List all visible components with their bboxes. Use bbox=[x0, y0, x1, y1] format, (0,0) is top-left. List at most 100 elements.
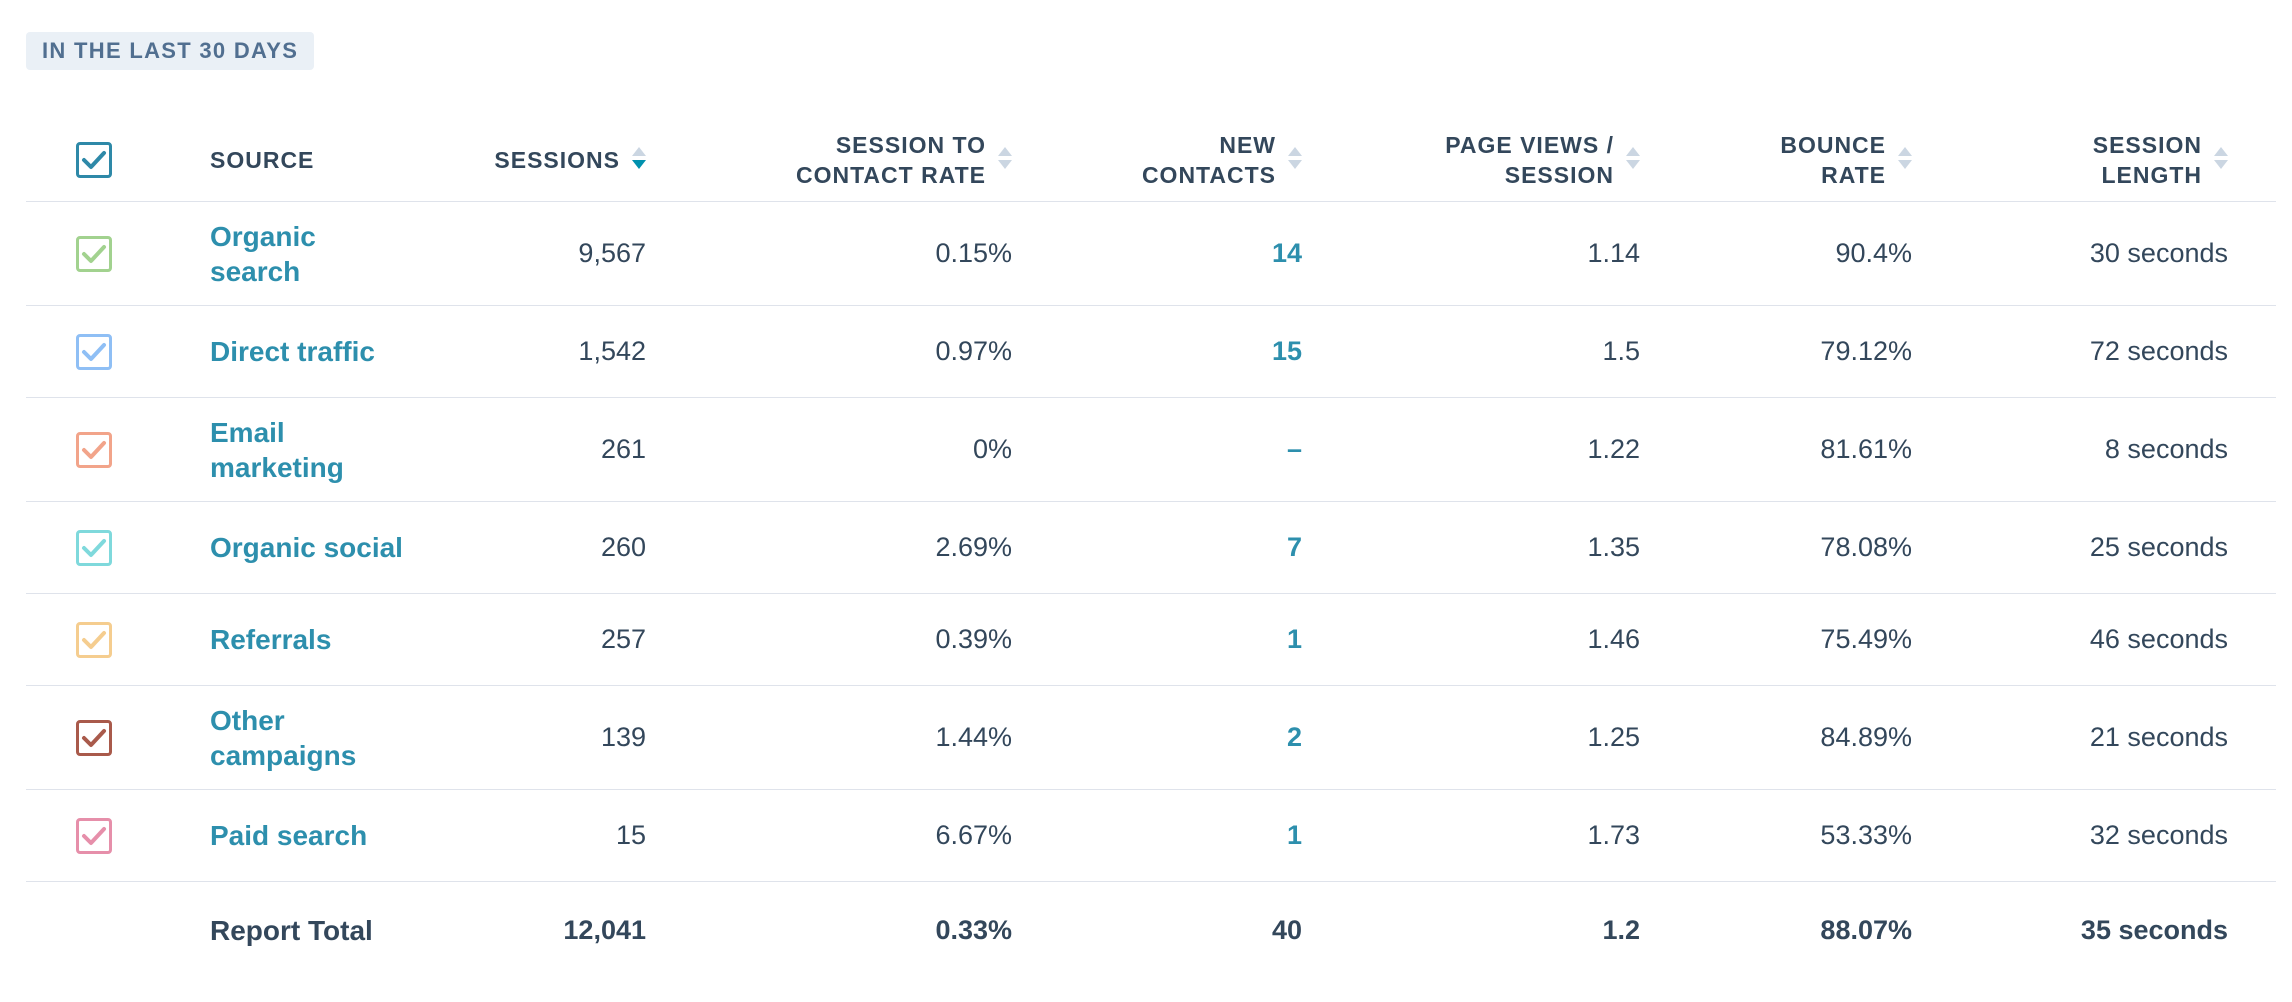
sort-icon bbox=[2214, 146, 2228, 169]
page-views-per-session-cell: 1.5 bbox=[1302, 305, 1640, 398]
checkmark-icon bbox=[82, 244, 106, 263]
total-sessions-cell: 12,041 bbox=[563, 915, 646, 945]
total-session-to-contact-rate-cell: 0.33% bbox=[935, 915, 1012, 945]
column-header-page-views-line1: PAGE VIEWS / bbox=[1445, 131, 1614, 158]
source-label-line1: Other bbox=[210, 704, 285, 736]
sort-icon bbox=[1288, 146, 1302, 169]
column-header-page-views-per-session[interactable]: PAGE VIEWS / SESSION bbox=[1302, 118, 1640, 202]
bounce-rate-cell: 75.49% bbox=[1640, 593, 1912, 686]
row-checkbox[interactable] bbox=[76, 621, 112, 658]
column-header-sessions-label: SESSIONS bbox=[494, 146, 620, 173]
source-link[interactable]: Email marketing bbox=[210, 415, 344, 485]
source-label-line1: Organic bbox=[210, 220, 316, 252]
source-label-line1: Email bbox=[210, 416, 285, 448]
sort-icon bbox=[998, 146, 1012, 169]
sessions-cell: 139 bbox=[420, 685, 646, 790]
column-header-source: SOURCE bbox=[210, 118, 420, 202]
checkmark-icon bbox=[82, 440, 106, 459]
bounce-rate-cell: 90.4% bbox=[1640, 201, 1912, 306]
bounce-rate-cell: 79.12% bbox=[1640, 305, 1912, 398]
session-to-contact-rate-cell: 0.97% bbox=[646, 305, 1012, 398]
checkmark-icon bbox=[82, 150, 106, 169]
new-contacts-link[interactable]: – bbox=[1286, 434, 1302, 464]
table-row: Other campaigns 139 1.44% 2 1.25 84.89% … bbox=[26, 685, 2276, 790]
new-contacts-link[interactable]: 1 bbox=[1286, 820, 1302, 850]
report-total-label: Report Total bbox=[210, 914, 373, 946]
source-label-line2: campaigns bbox=[210, 739, 357, 771]
source-label: Paid search bbox=[210, 820, 368, 851]
new-contacts-link[interactable]: 14 bbox=[1271, 238, 1302, 268]
source-link[interactable]: Organic search bbox=[210, 219, 316, 289]
source-link[interactable]: Other campaigns bbox=[210, 703, 356, 773]
row-checkbox[interactable] bbox=[76, 235, 112, 272]
date-range-badge: IN THE LAST 30 DAYS bbox=[26, 32, 315, 70]
column-header-session-length-line1: SESSION bbox=[2092, 131, 2202, 158]
session-length-cell: 46 seconds bbox=[1912, 593, 2276, 686]
new-contacts-link[interactable]: 1 bbox=[1286, 624, 1302, 654]
table-row: Direct traffic 1,542 0.97% 15 1.5 79.12%… bbox=[26, 305, 2276, 398]
session-to-contact-rate-cell: 0.39% bbox=[646, 593, 1012, 686]
checkmark-icon bbox=[82, 342, 106, 361]
bounce-rate-cell: 81.61% bbox=[1640, 397, 1912, 502]
new-contacts-link[interactable]: 7 bbox=[1286, 532, 1302, 562]
source-link[interactable]: Organic social bbox=[210, 530, 403, 565]
page-views-per-session-cell: 1.22 bbox=[1302, 397, 1640, 502]
source-link[interactable]: Direct traffic bbox=[210, 334, 375, 369]
source-link[interactable]: Paid search bbox=[210, 818, 367, 853]
checkmark-icon bbox=[82, 538, 106, 557]
table-header-row: SOURCE SESSIONS SESSION TO CONTACT RATE bbox=[26, 118, 2276, 202]
select-all-header bbox=[26, 118, 210, 202]
column-header-session-to-contact-rate-line2: CONTACT RATE bbox=[795, 161, 986, 188]
session-to-contact-rate-cell: 6.67% bbox=[646, 789, 1012, 882]
table-row: Organic social 260 2.69% 7 1.35 78.08% 2… bbox=[26, 501, 2276, 594]
table-row: Email marketing 261 0% – 1.22 81.61% 8 s… bbox=[26, 397, 2276, 502]
page-views-per-session-cell: 1.46 bbox=[1302, 593, 1640, 686]
session-length-cell: 30 seconds bbox=[1912, 201, 2276, 306]
session-length-cell: 21 seconds bbox=[1912, 685, 2276, 790]
table-row: Referrals 257 0.39% 1 1.46 75.49% 46 sec… bbox=[26, 593, 2276, 686]
column-header-session-length[interactable]: SESSION LENGTH bbox=[1912, 118, 2276, 202]
bounce-rate-cell: 53.33% bbox=[1640, 789, 1912, 882]
page-views-per-session-cell: 1.25 bbox=[1302, 685, 1640, 790]
page-views-per-session-cell: 1.35 bbox=[1302, 501, 1640, 594]
source-label: Direct traffic bbox=[210, 336, 375, 367]
session-to-contact-rate-cell: 0% bbox=[646, 397, 1012, 502]
row-checkbox[interactable] bbox=[76, 817, 112, 854]
sessions-cell: 260 bbox=[420, 501, 646, 594]
source-label-line2: search bbox=[210, 255, 301, 287]
column-header-session-to-contact-rate[interactable]: SESSION TO CONTACT RATE bbox=[646, 118, 1012, 202]
row-checkbox[interactable] bbox=[76, 333, 112, 370]
new-contacts-link[interactable]: 2 bbox=[1286, 722, 1302, 752]
select-all-checkbox[interactable] bbox=[76, 141, 112, 178]
sessions-cell: 15 bbox=[420, 789, 646, 882]
source-link[interactable]: Referrals bbox=[210, 622, 331, 657]
sessions-cell: 1,542 bbox=[420, 305, 646, 398]
checkmark-icon bbox=[82, 728, 106, 747]
report-total-row: Report Total 12,041 0.33% 40 1.2 88.07% … bbox=[26, 882, 2276, 980]
column-header-sessions[interactable]: SESSIONS bbox=[420, 118, 646, 202]
column-header-new-contacts[interactable]: NEW CONTACTS bbox=[1012, 118, 1302, 202]
column-header-bounce-rate[interactable]: BOUNCE RATE bbox=[1640, 118, 1912, 202]
sort-descending-icon bbox=[632, 146, 646, 169]
total-new-contacts-cell: 40 bbox=[1271, 915, 1302, 945]
bounce-rate-cell: 84.89% bbox=[1640, 685, 1912, 790]
session-length-cell: 72 seconds bbox=[1912, 305, 2276, 398]
source-label: Organic social bbox=[210, 532, 403, 563]
session-to-contact-rate-cell: 0.15% bbox=[646, 201, 1012, 306]
row-checkbox[interactable] bbox=[76, 529, 112, 566]
total-page-views-per-session-cell: 1.2 bbox=[1602, 915, 1640, 945]
column-header-new-contacts-line1: NEW bbox=[1219, 131, 1276, 158]
column-header-page-views-line2: SESSION bbox=[1504, 161, 1614, 188]
new-contacts-link[interactable]: 15 bbox=[1271, 336, 1302, 366]
checkmark-icon bbox=[82, 630, 106, 649]
sort-icon bbox=[1626, 146, 1640, 169]
session-length-cell: 32 seconds bbox=[1912, 789, 2276, 882]
session-length-cell: 8 seconds bbox=[1912, 397, 2276, 502]
sources-table: SOURCE SESSIONS SESSION TO CONTACT RATE bbox=[26, 118, 2276, 979]
row-checkbox[interactable] bbox=[76, 719, 112, 756]
total-session-length-cell: 35 seconds bbox=[2080, 915, 2228, 945]
sessions-cell: 261 bbox=[420, 397, 646, 502]
row-checkbox[interactable] bbox=[76, 431, 112, 468]
session-length-cell: 25 seconds bbox=[1912, 501, 2276, 594]
sort-icon bbox=[1898, 146, 1912, 169]
